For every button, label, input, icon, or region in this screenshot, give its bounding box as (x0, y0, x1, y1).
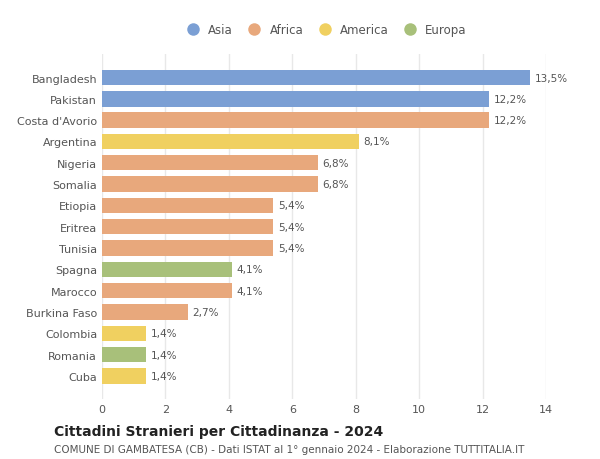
Bar (102, 92, 489, 107)
Text: 12,2%: 12,2% (494, 95, 527, 105)
Text: 1,4%: 1,4% (151, 329, 178, 338)
Text: COMUNE DI GAMBATESA (CB) - Dati ISTAT al 1° gennaio 2024 - Elaborazione TUTTITAL: COMUNE DI GAMBATESA (CB) - Dati ISTAT al… (54, 444, 524, 454)
Text: 6,8%: 6,8% (322, 158, 349, 168)
Text: Cittadini Stranieri per Cittadinanza - 2024: Cittadini Stranieri per Cittadinanza - 2… (54, 425, 383, 438)
Text: 1,4%: 1,4% (151, 371, 178, 381)
Text: 5,4%: 5,4% (278, 222, 305, 232)
Text: 6,8%: 6,8% (322, 179, 349, 190)
Text: 2,7%: 2,7% (193, 307, 219, 317)
Bar (102, 198, 273, 213)
Bar (102, 71, 530, 86)
Bar (102, 241, 273, 256)
Bar (102, 347, 146, 363)
Bar (102, 177, 317, 192)
Text: 1,4%: 1,4% (151, 350, 178, 360)
Legend: Asia, Africa, America, Europa: Asia, Africa, America, Europa (176, 20, 472, 42)
Text: 5,4%: 5,4% (278, 243, 305, 253)
Bar (102, 134, 359, 150)
Text: 5,4%: 5,4% (278, 201, 305, 211)
Bar (102, 219, 273, 235)
Bar (102, 326, 146, 341)
Bar (102, 262, 232, 277)
Text: 4,1%: 4,1% (237, 265, 263, 275)
Text: 12,2%: 12,2% (494, 116, 527, 126)
Bar (102, 305, 188, 320)
Text: 13,5%: 13,5% (535, 73, 568, 84)
Bar (102, 283, 232, 299)
Text: 4,1%: 4,1% (237, 286, 263, 296)
Bar (102, 113, 489, 129)
Bar (102, 369, 146, 384)
Bar (102, 156, 317, 171)
Text: 8,1%: 8,1% (364, 137, 390, 147)
